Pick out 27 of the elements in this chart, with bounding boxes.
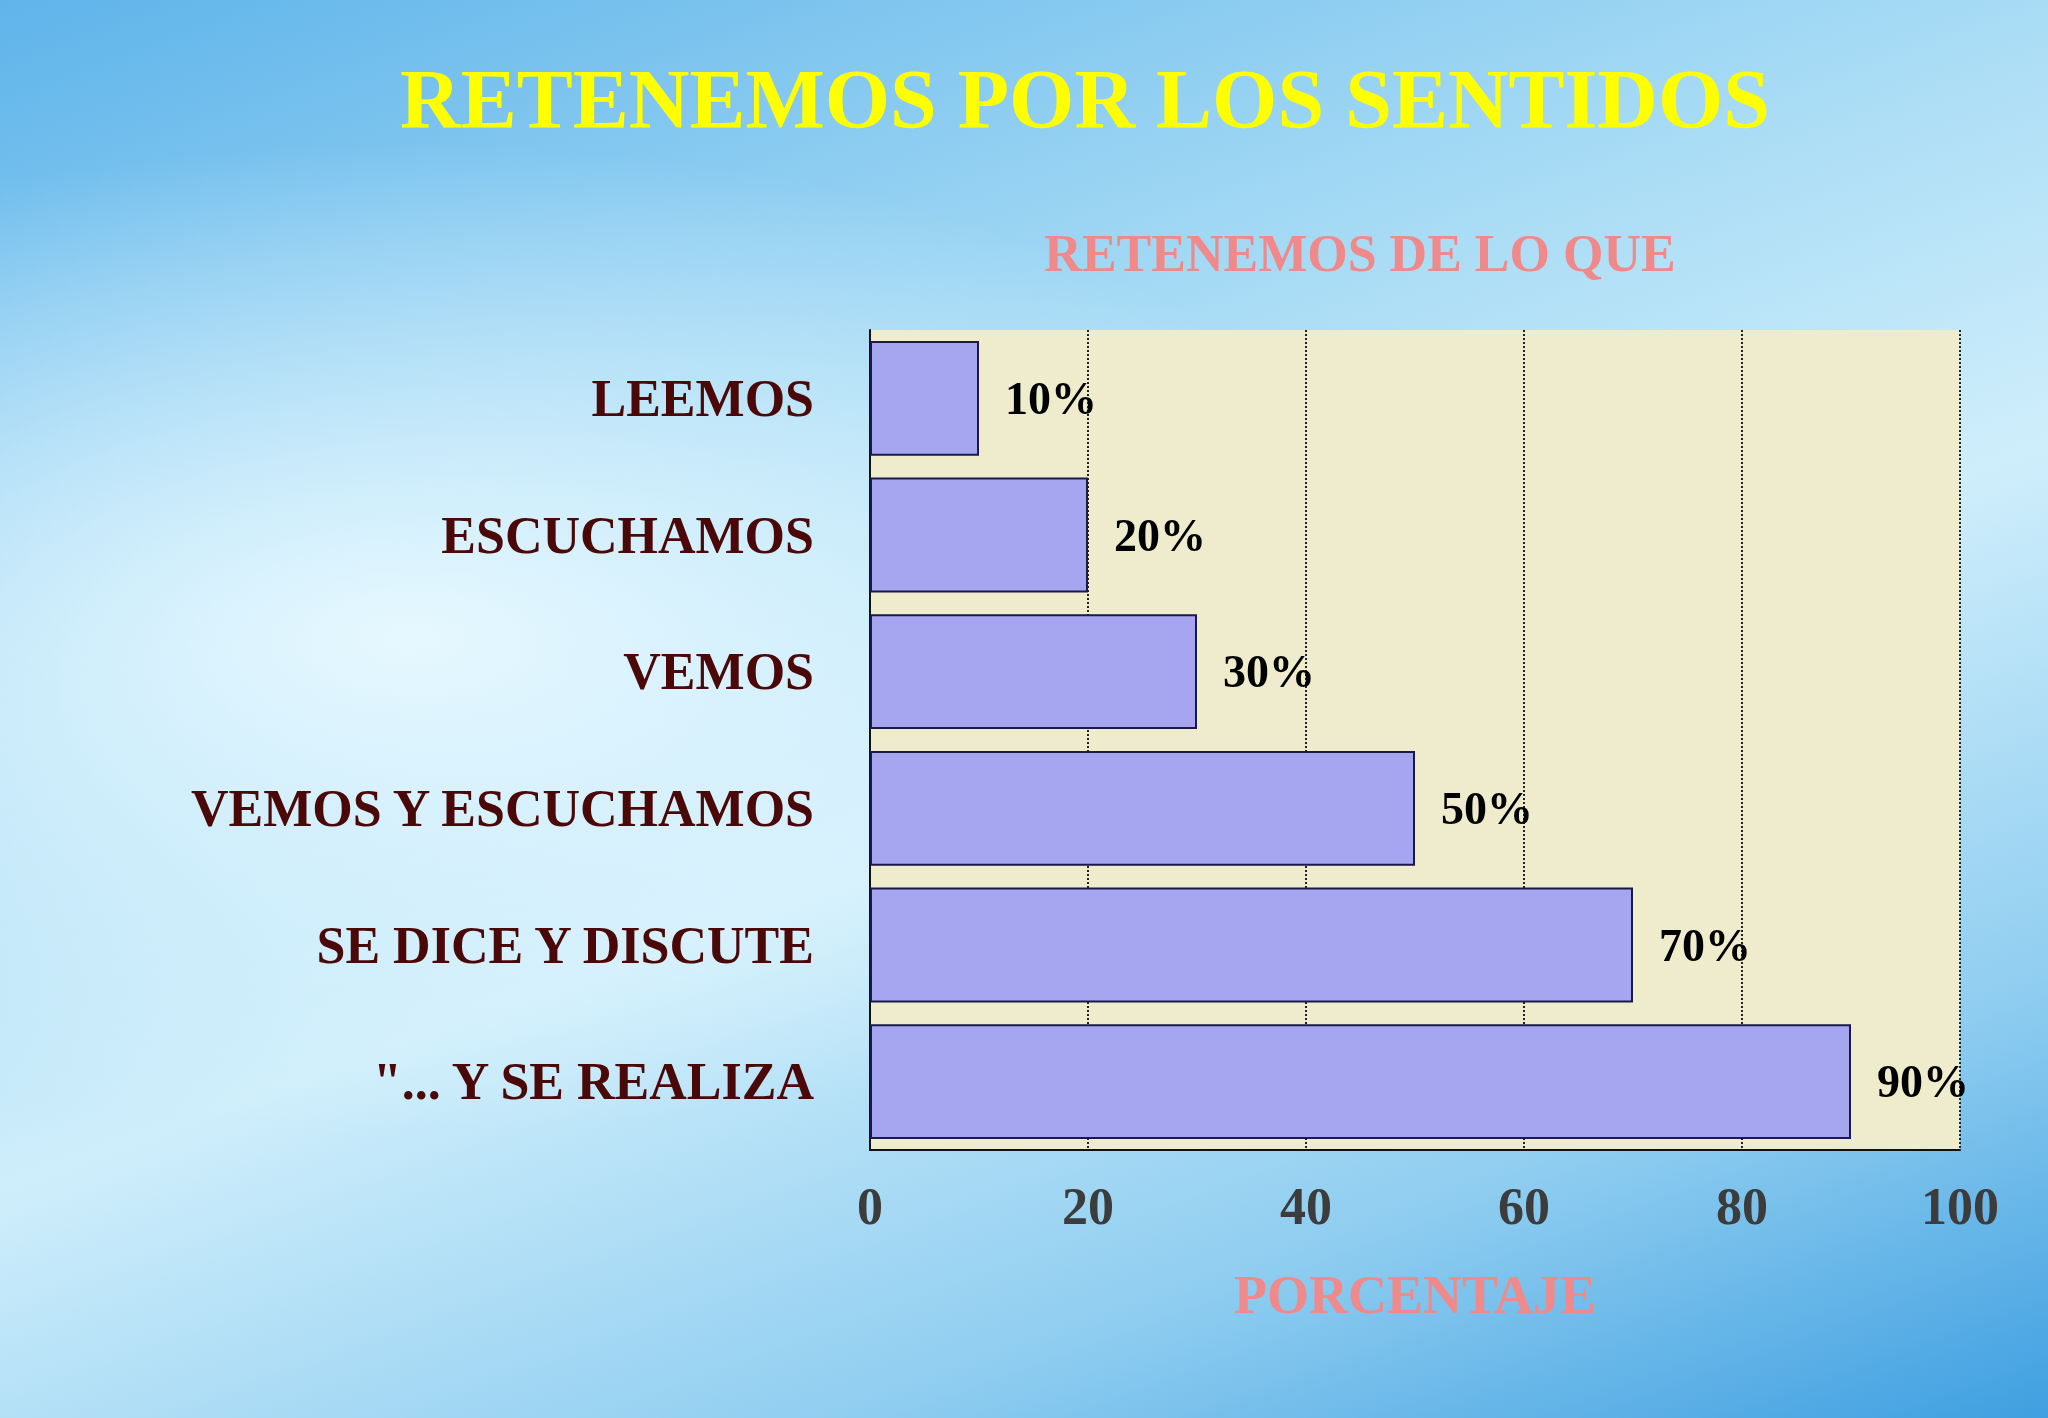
bar	[870, 614, 1197, 730]
data-label: 30%	[1223, 646, 1315, 698]
x-tick-label: 60	[1498, 1177, 1550, 1235]
x-tick-label: 100	[1921, 1177, 1999, 1235]
chart-subtitle: RETENEMOS DE LO QUE	[1044, 224, 1676, 282]
data-label: 20%	[1114, 509, 1206, 561]
chart-title: RETENEMOS POR LOS SENTIDOS	[399, 52, 1771, 146]
y-tick-label: VEMOS	[623, 643, 814, 701]
bar	[870, 887, 1633, 1003]
x-tick-label: 80	[1716, 1177, 1768, 1235]
data-label: 10%	[1005, 372, 1097, 424]
x-tick-label: 0	[857, 1177, 883, 1235]
x-tick-label: 20	[1062, 1177, 1114, 1235]
data-label: 70%	[1659, 919, 1751, 971]
data-label: 50%	[1441, 782, 1533, 834]
bar	[870, 1024, 1851, 1140]
data-label: 90%	[1877, 1056, 1969, 1108]
bar	[870, 750, 1415, 866]
y-tick-label: LEEMOS	[591, 369, 814, 427]
x-axis-title: PORCENTAJE	[1233, 1265, 1597, 1325]
bar	[870, 340, 979, 456]
y-tick-label: SE DICE Y DISCUTE	[316, 916, 814, 974]
x-tick-label: 40	[1280, 1177, 1332, 1235]
bar	[870, 477, 1088, 593]
y-tick-label: "... Y SE REALIZA	[372, 1053, 815, 1111]
y-tick-label: VEMOS Y ESCUCHAMOS	[190, 779, 814, 837]
y-tick-label: ESCUCHAMOS	[441, 506, 814, 564]
